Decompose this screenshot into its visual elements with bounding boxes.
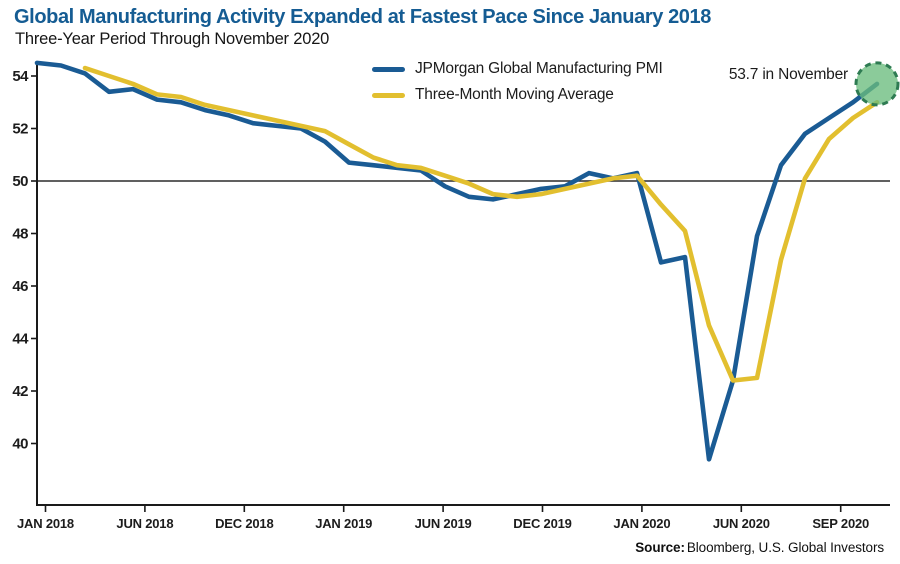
x-tick-label: JUN 2020: [713, 516, 770, 531]
legend-item-pmi: JPMorgan Global Manufacturing PMI: [372, 56, 663, 82]
highlight-circle: [854, 61, 900, 107]
x-tick-label: JUN 2018: [116, 516, 173, 531]
chart-title: Global Manufacturing Activity Expanded a…: [14, 6, 711, 28]
y-tick-label: 48: [12, 226, 28, 243]
source-label: Source:: [635, 540, 685, 555]
x-tick-label: JAN 2020: [613, 516, 670, 531]
moving-average-line: [82, 65, 880, 383]
x-tick-label: SEP 2020: [812, 516, 869, 531]
legend-label-pmi: JPMorgan Global Manufacturing PMI: [415, 60, 663, 77]
y-tick-label: 54: [12, 68, 29, 85]
y-tick-label: 44: [12, 331, 29, 348]
x-tick-label: DEC 2019: [513, 516, 571, 531]
chart-subtitle: Three-Year Period Through November 2020: [15, 30, 330, 48]
legend-item-moving-average: Three-Month Moving Average: [372, 82, 663, 108]
y-tick-label: 46: [12, 278, 28, 295]
source-credit: Source: Bloomberg, U.S. Global Investors: [635, 540, 884, 555]
x-tick-label: DEC 2018: [215, 516, 273, 531]
legend: JPMorgan Global Manufacturing PMI Three-…: [372, 56, 663, 108]
y-tick-label: 40: [12, 436, 28, 453]
x-tick-label: JAN 2018: [17, 516, 74, 531]
endpoint-annotation: 53.7 in November: [728, 66, 848, 83]
y-tick-label: 52: [12, 121, 28, 138]
x-tick-label: JAN 2019: [315, 516, 372, 531]
moving-average-swatch: [372, 92, 405, 98]
legend-label-moving-average: Three-Month Moving Average: [415, 86, 614, 103]
pmi-line-swatch: [372, 66, 405, 72]
y-tick-label: 50: [12, 173, 28, 190]
source-text: Bloomberg, U.S. Global Investors: [686, 540, 884, 555]
x-tick-label: JUN 2019: [415, 516, 472, 531]
y-tick-label: 42: [12, 383, 28, 400]
pmi-line: [34, 60, 880, 462]
